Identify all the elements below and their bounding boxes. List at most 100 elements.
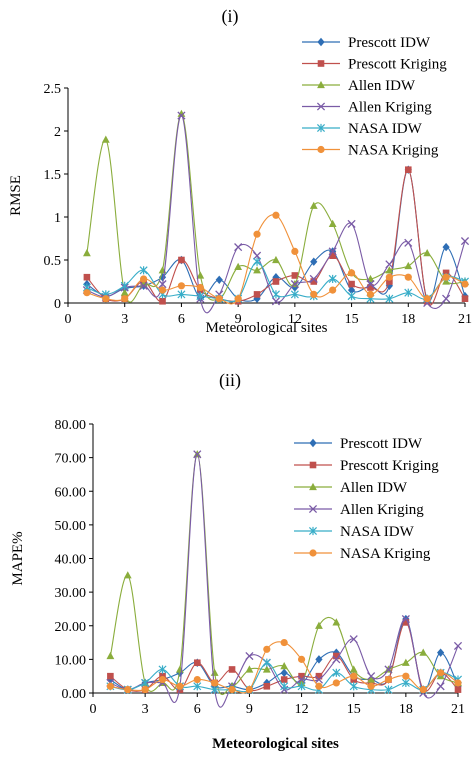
data-point	[349, 665, 358, 673]
data-point	[402, 672, 410, 680]
y-tick-label: 50.00	[55, 519, 87, 534]
data-point	[442, 273, 450, 281]
data-point	[315, 655, 323, 664]
legend-marker	[317, 80, 325, 89]
y-tick-label: 60.00	[55, 485, 87, 500]
data-point	[272, 278, 280, 285]
data-point	[310, 278, 318, 285]
data-point	[106, 682, 114, 690]
legend-marker	[317, 145, 325, 154]
chart-title: (ii)	[219, 370, 241, 391]
data-point	[291, 283, 299, 292]
data-point	[280, 638, 288, 647]
data-point	[385, 294, 394, 303]
data-point	[124, 686, 132, 694]
data-point	[177, 111, 186, 120]
y-tick-label: 0.5	[44, 254, 62, 269]
data-point	[177, 109, 186, 117]
data-point	[460, 237, 470, 246]
data-point	[176, 665, 184, 673]
data-point	[349, 635, 358, 644]
y-tick-label: 1.5	[44, 168, 62, 183]
data-point	[252, 251, 262, 260]
legend-label: Prescott IDW	[348, 35, 431, 51]
x-tick-label: 21	[451, 702, 465, 717]
data-point	[329, 286, 337, 294]
y-axis-label: RMSE	[8, 175, 24, 216]
data-point	[83, 249, 91, 257]
data-point	[347, 285, 356, 295]
data-point	[196, 271, 205, 279]
data-point	[158, 675, 167, 684]
data-point	[234, 262, 243, 270]
data-point	[453, 641, 463, 650]
legend-label: Prescott IDW	[340, 436, 423, 452]
data-point	[196, 292, 205, 301]
x-axis-label: Meteorological sites	[212, 736, 339, 752]
data-point	[442, 294, 451, 303]
data-point	[210, 685, 219, 694]
data-point	[121, 295, 129, 303]
data-point	[332, 668, 341, 677]
data-point	[419, 686, 427, 694]
data-point	[263, 678, 271, 688]
data-point	[253, 230, 261, 238]
data-point	[298, 672, 305, 680]
x-tick-label: 18	[399, 702, 413, 717]
data-point	[158, 286, 167, 294]
x-tick-label: 18	[401, 312, 415, 327]
data-point	[106, 675, 114, 684]
data-point	[385, 260, 394, 269]
data-point	[159, 297, 166, 305]
data-point	[332, 655, 341, 664]
data-point	[423, 249, 432, 257]
data-point	[442, 242, 450, 252]
data-point	[310, 257, 318, 266]
data-point	[215, 295, 223, 303]
data-point	[367, 682, 375, 690]
legend-label: Prescott Kriging	[340, 458, 439, 474]
y-tick-label: 0.00	[62, 687, 87, 702]
x-axis-label: Meteorological sites	[205, 320, 327, 336]
data-point	[141, 678, 150, 688]
data-point	[106, 651, 115, 660]
data-point	[253, 266, 261, 274]
x-tick-label: 12	[295, 702, 309, 717]
data-point	[272, 255, 280, 264]
data-point	[442, 269, 450, 277]
data-point	[272, 211, 280, 219]
data-point	[436, 682, 445, 691]
data-point	[253, 257, 262, 266]
data-point	[193, 659, 201, 667]
data-point	[211, 679, 219, 687]
x-tick-label: 15	[347, 702, 361, 717]
series-line	[86, 114, 466, 314]
data-point	[83, 273, 91, 281]
data-point	[139, 279, 148, 288]
data-point	[402, 619, 410, 626]
x-tick-label: 21	[458, 312, 472, 327]
legend-marker	[317, 37, 325, 47]
data-point	[271, 297, 281, 306]
data-point	[329, 252, 336, 259]
data-point	[386, 278, 393, 285]
data-point	[315, 682, 323, 690]
data-point	[385, 273, 393, 281]
data-point	[263, 645, 271, 653]
data-point	[401, 658, 410, 666]
data-point	[234, 243, 243, 252]
data-point	[228, 686, 236, 694]
legend-marker	[309, 482, 317, 491]
x-tick-label: 3	[121, 312, 128, 327]
data-point	[234, 295, 242, 303]
data-point	[314, 675, 324, 684]
data-point	[332, 618, 341, 626]
data-point	[454, 686, 462, 693]
data-point	[348, 280, 355, 288]
y-tick-label: 70.00	[55, 452, 87, 467]
data-point	[245, 651, 254, 661]
data-point	[333, 652, 340, 660]
data-point	[404, 238, 413, 247]
legend-marker	[309, 438, 317, 448]
data-point	[423, 295, 431, 303]
